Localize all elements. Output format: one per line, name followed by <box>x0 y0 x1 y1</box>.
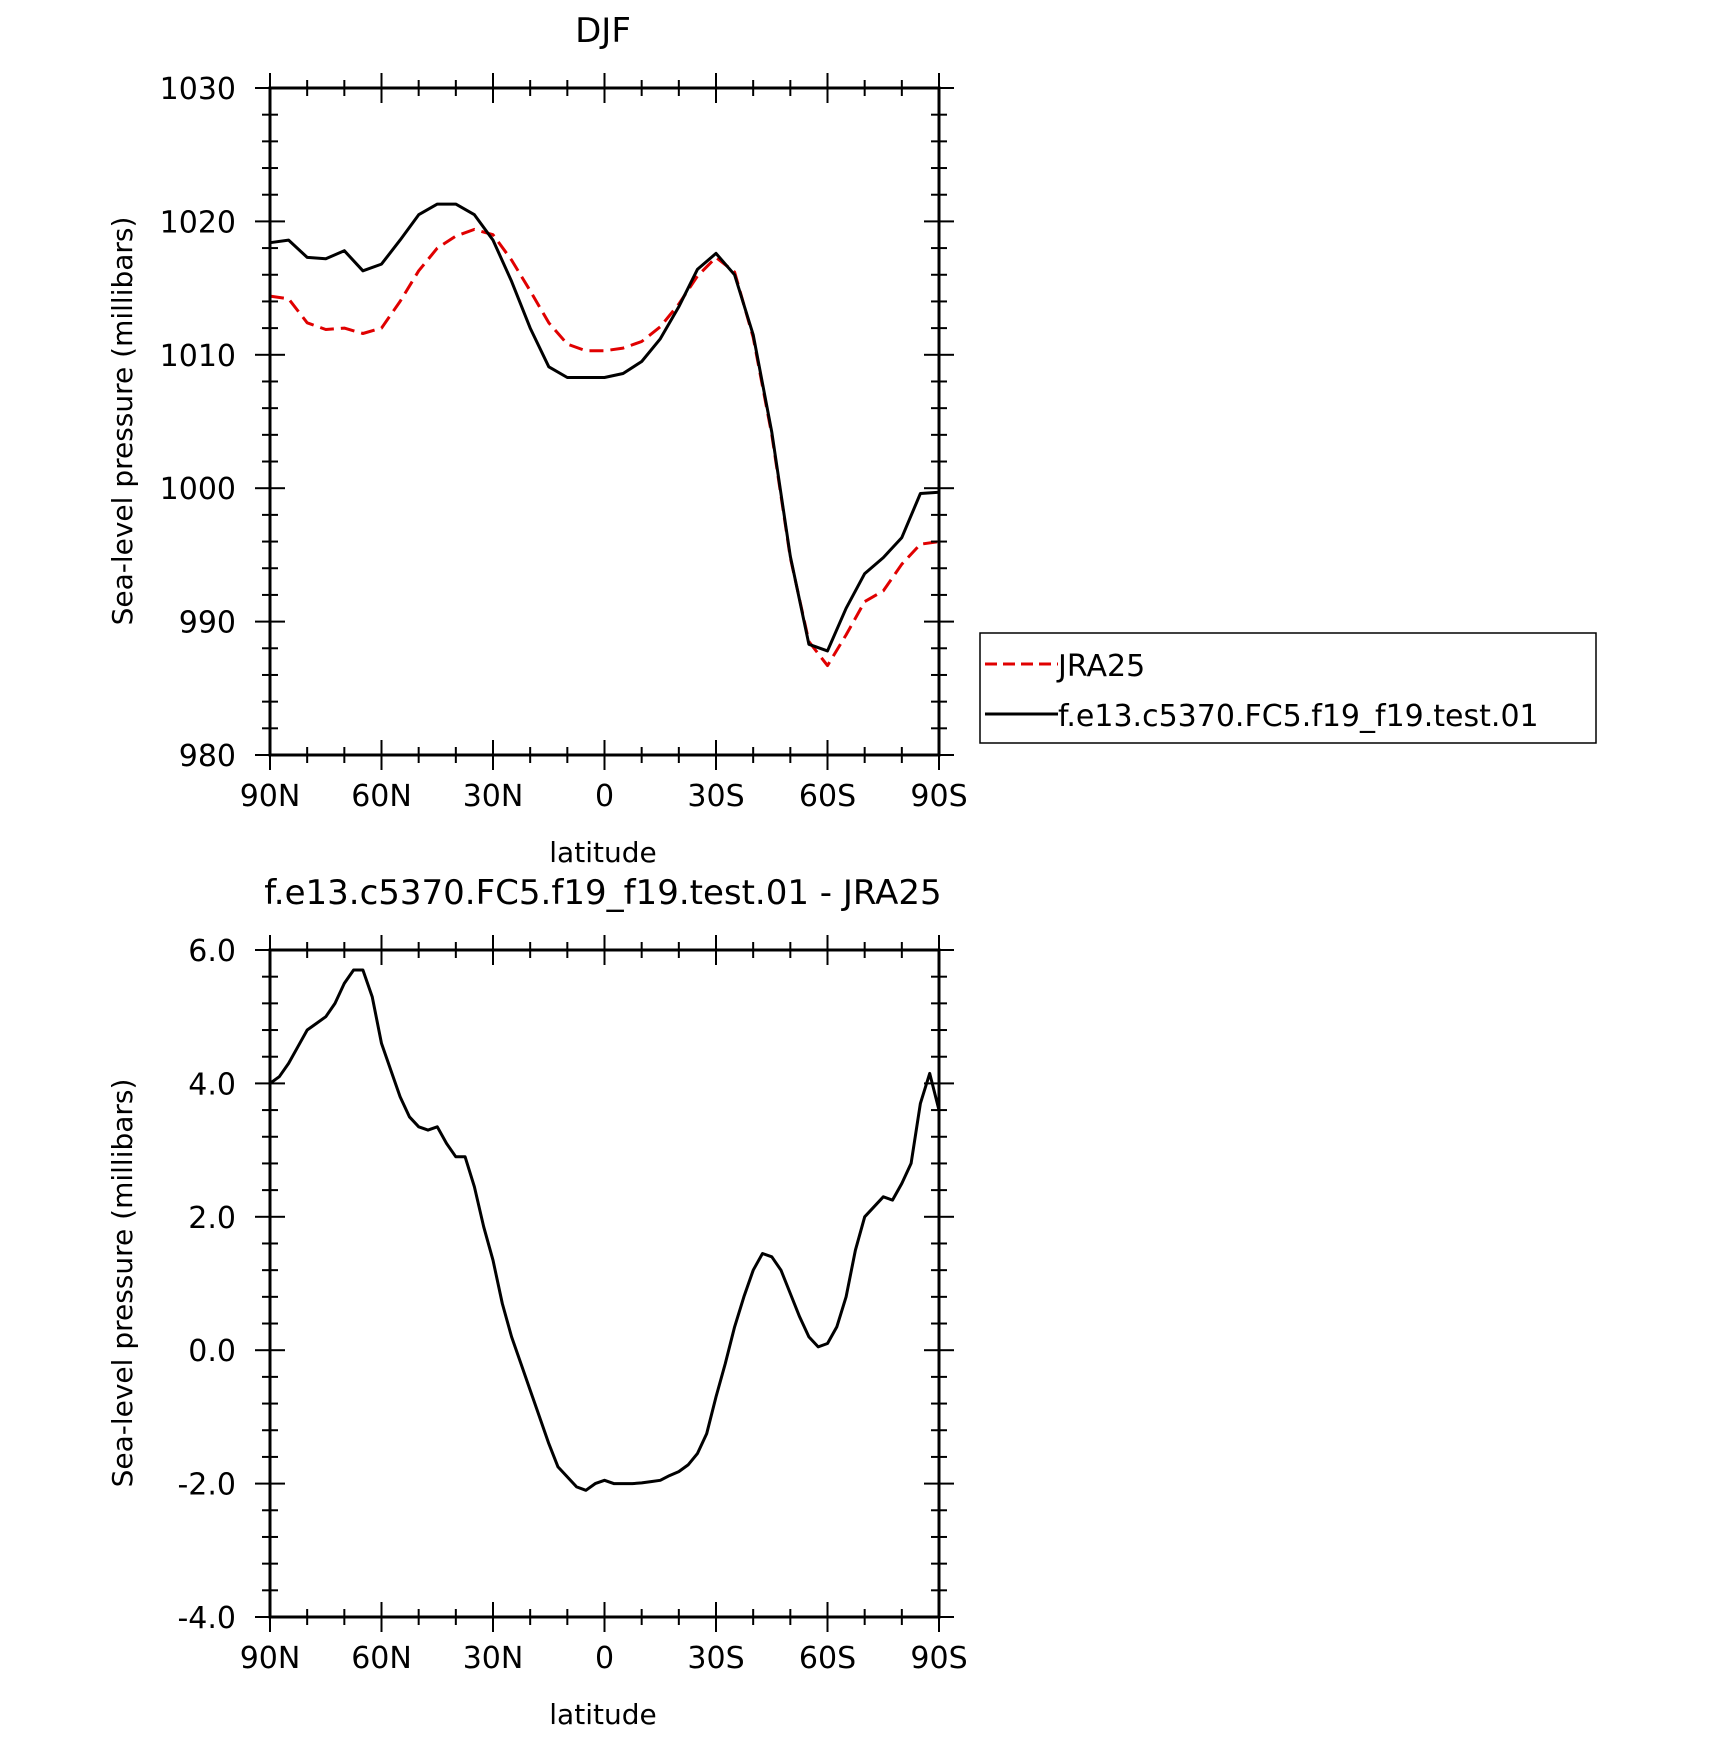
top-chart-title: DJF <box>575 11 631 51</box>
bottom-series-line-0 <box>269 968 941 1492</box>
top-y-tick-label: 1030 <box>160 72 236 107</box>
bottom-y-tick-label: 0.0 <box>188 1334 236 1369</box>
bottom-x-tick-label: 90N <box>240 1641 301 1676</box>
legend-box <box>979 632 1597 744</box>
top-y-tick-label: 990 <box>179 606 236 641</box>
top-y-tick-label: 1020 <box>160 205 236 240</box>
bottom-y-tick-label: 6.0 <box>188 934 236 969</box>
top-y-tick-label: 1010 <box>160 339 236 374</box>
top-x-tick-label: 90N <box>240 779 301 814</box>
bottom-y-ticks: -4.0 -2.0 0.0 2.0 4.0 6.0 <box>177 934 954 1636</box>
bottom-series-group <box>269 968 941 1492</box>
bottom-x-tick-label: 60S <box>799 1641 856 1676</box>
top-series-line-1 <box>269 202 940 653</box>
top-y-axis-label: Sea-level pressure (millibars) <box>106 217 139 626</box>
bottom-plot-frame <box>268 948 941 1619</box>
bottom-y-tick-label: 2.0 <box>188 1201 236 1236</box>
top-x-tick-label: 0 <box>595 779 614 814</box>
top-x-tick-label: 30N <box>463 779 524 814</box>
top-x-tick-label: 60N <box>351 779 412 814</box>
bottom-x-tick-label: 30N <box>463 1641 524 1676</box>
top-series-group <box>269 202 940 668</box>
bottom-x-tick-label: 0 <box>595 1641 614 1676</box>
bottom-x-tick-label: 60N <box>351 1641 412 1676</box>
top-x-tick-label: 60S <box>799 779 856 814</box>
legend: JRA25 f.e13.c5370.FC5.f19_f19.test.01 <box>979 632 1597 744</box>
bottom-chart-title: f.e13.c5370.FC5.f19_f19.test.01 - JRA25 <box>264 873 941 913</box>
legend-label-jra25: JRA25 <box>1056 649 1145 684</box>
bottom-y-tick-label: -4.0 <box>177 1601 236 1636</box>
bottom-x-axis-label: latitude <box>549 1698 656 1731</box>
top-y-tick-label: 1000 <box>160 472 236 507</box>
bottom-y-tick-label: -2.0 <box>177 1468 236 1503</box>
bottom-y-axis-label: Sea-level pressure (millibars) <box>106 1079 139 1488</box>
top-y-tick-label: 980 <box>179 739 236 774</box>
bottom-panel: f.e13.c5370.FC5.f19_f19.test.01 - JRA25 … <box>106 873 968 1731</box>
top-x-tick-label: 90S <box>910 779 967 814</box>
bottom-y-tick-label: 4.0 <box>188 1067 236 1102</box>
top-panel: DJF 90N 60N 30N 0 30S 60S 90S 980 990 1000 1010 10… <box>106 11 1597 869</box>
bottom-x-ticks: 90N 60N 30N 0 30S 60S 90S <box>240 935 968 1676</box>
top-series-line-0 <box>269 227 940 668</box>
top-x-tick-label: 30S <box>687 779 744 814</box>
legend-label-model: f.e13.c5370.FC5.f19_f19.test.01 <box>1058 699 1539 734</box>
top-x-axis-label: latitude <box>549 836 656 869</box>
top-plot-frame <box>268 86 941 757</box>
bottom-x-tick-label: 90S <box>910 1641 967 1676</box>
top-y-ticks: 980 990 1000 1010 1020 1030 <box>160 72 954 774</box>
top-x-ticks: 90N 60N 30N 0 30S 60S 90S <box>240 73 968 814</box>
bottom-x-tick-label: 30S <box>687 1641 744 1676</box>
